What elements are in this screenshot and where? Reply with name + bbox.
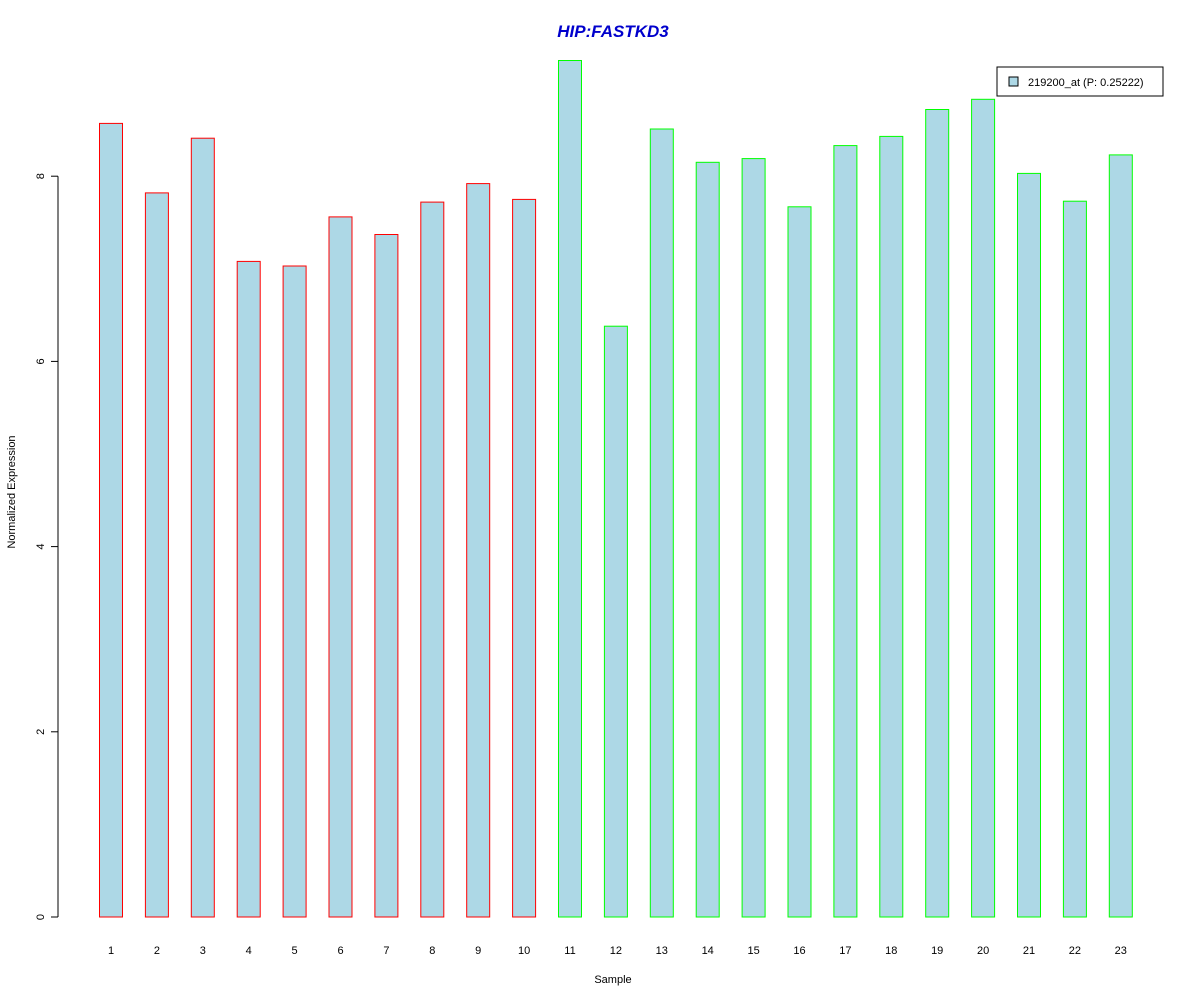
- x-tick-label: 7: [383, 945, 389, 957]
- legend: 219200_at (P: 0.25222): [996, 66, 1164, 97]
- bar: [374, 234, 399, 918]
- x-tick-label: 18: [885, 945, 897, 957]
- bar: [1108, 154, 1133, 918]
- x-tick-label: 11: [564, 945, 575, 957]
- y-axis: 0 2 4 6 8: [35, 173, 59, 920]
- x-tick-label: 13: [656, 945, 668, 957]
- x-tick-label: 15: [747, 945, 759, 957]
- bar: [1062, 200, 1087, 918]
- x-tick-label: 22: [1069, 945, 1081, 957]
- bar: [971, 98, 996, 918]
- x-tick-label: 19: [931, 945, 943, 957]
- y-axis-label: Normalized Expression: [6, 435, 18, 548]
- bar: [190, 137, 215, 918]
- bar: [99, 122, 123, 918]
- chart-title: HIP:FASTKD3: [557, 22, 669, 41]
- bar: [879, 135, 904, 918]
- legend-label: 219200_at (P: 0.25222): [1028, 77, 1144, 89]
- y-tick-label: 2: [35, 729, 47, 735]
- x-tick-label: 3: [200, 945, 206, 957]
- x-tick-label: 8: [429, 945, 435, 957]
- legend-swatch: [1008, 76, 1019, 87]
- bar: [558, 60, 582, 918]
- bar: [420, 201, 445, 918]
- x-tick-label: 14: [702, 945, 714, 957]
- x-tick-label: 12: [610, 945, 622, 957]
- x-tick-labels: 1 2 3 4 5 6 7 8 9 10 11 12 13 14 15 16 17 18 19 20 21 22 23: [108, 945, 1127, 957]
- bar: [236, 260, 261, 918]
- y-tick-label: 8: [35, 173, 47, 179]
- x-tick-label: 2: [154, 945, 160, 957]
- x-tick-label: 10: [518, 945, 530, 957]
- bar: [603, 325, 628, 918]
- bar: [741, 158, 766, 918]
- bar: [282, 265, 307, 918]
- bars: [99, 60, 1133, 918]
- y-tick-label: 6: [35, 358, 47, 364]
- bar: [833, 145, 858, 918]
- legend-box: [996, 66, 1164, 97]
- x-tick-label: 4: [246, 945, 252, 957]
- bar: [925, 109, 950, 918]
- bar: [328, 216, 353, 918]
- x-tick-label: 20: [977, 945, 989, 957]
- x-tick-label: 21: [1023, 945, 1035, 957]
- bar: [695, 161, 720, 918]
- bar: [466, 183, 491, 918]
- x-tick-label: 9: [475, 945, 481, 957]
- bar: [1017, 172, 1041, 918]
- x-axis-label: Sample: [594, 974, 631, 986]
- x-tick-label: 6: [337, 945, 343, 957]
- y-tick-label: 4: [35, 544, 47, 550]
- bar: [787, 206, 812, 918]
- x-tick-label: 17: [839, 945, 851, 957]
- x-tick-label: 1: [108, 945, 114, 957]
- x-tick-label: 16: [793, 945, 805, 957]
- x-tick-label: 23: [1115, 945, 1127, 957]
- x-tick-label: 5: [292, 945, 298, 957]
- bar: [144, 192, 169, 918]
- bar: [649, 128, 674, 918]
- bar: [512, 198, 537, 918]
- y-tick-label: 0: [35, 914, 47, 920]
